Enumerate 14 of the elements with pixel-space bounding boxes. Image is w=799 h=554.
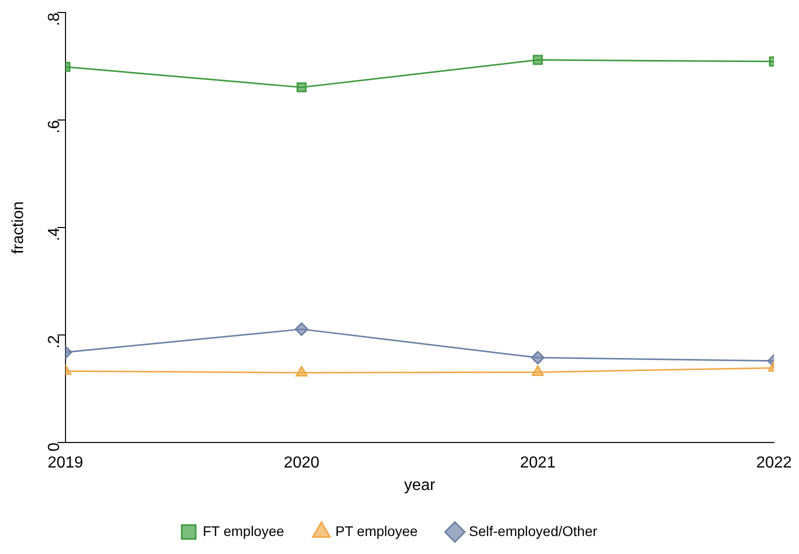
x-tick-label: 2019 [48, 454, 84, 472]
legend-label: PT employee [335, 522, 418, 539]
x-tick-label: 2021 [520, 454, 556, 472]
y-tick-label: .8 [46, 12, 63, 26]
y-axis-title: fraction [10, 201, 28, 254]
legend-label: Self-employed/Other [468, 522, 598, 539]
y-tick-label: .2 [46, 335, 63, 348]
legend-label: FT employee [202, 522, 284, 539]
x-tick-label: 2022 [756, 454, 792, 472]
x-axis-title: year [404, 476, 436, 494]
y-tick-label: 0 [46, 442, 63, 452]
y-tick-label: .6 [46, 120, 63, 134]
x-tick-label: 2020 [284, 454, 320, 472]
y-tick-label: .4 [46, 228, 63, 241]
